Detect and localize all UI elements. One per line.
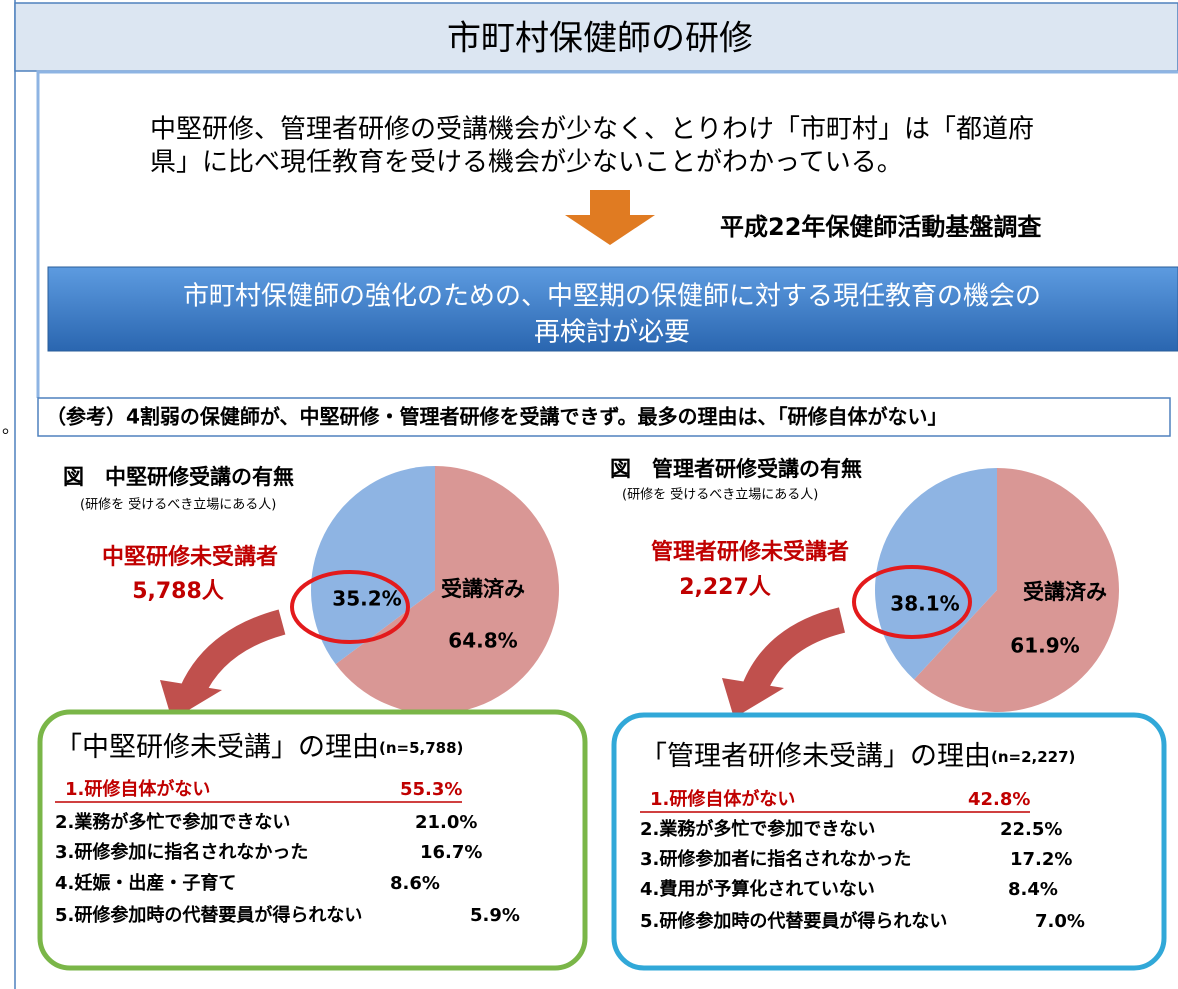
conclusion-line: 再検討が必要	[534, 318, 690, 348]
reason-value: 7.0%	[1035, 911, 1085, 932]
reason-title-text: 「中堅研修未受講」の理由	[55, 732, 379, 763]
summary-line: 県」に比べ現任教育を受ける機会が少ないことがわかっている。	[150, 148, 903, 178]
source: 平成22年保健師活動基盤調査	[720, 213, 1041, 241]
reason-value: 16.7%	[420, 842, 482, 863]
reason-box	[37, 709, 588, 971]
margin-note: 。	[2, 417, 20, 438]
down-arrow	[565, 190, 655, 245]
slide-title: 市町村保健師の研修	[447, 19, 753, 59]
reason-value: 5.9%	[470, 905, 520, 926]
value-label: 64.8%	[448, 629, 517, 653]
chart-subtitle: (研修を 受けるべき立場にある人)	[622, 488, 818, 503]
summary-line: 中堅研修、管理者研修の受講機会が少なく、とりわけ「市町村」は「都道府	[150, 115, 1034, 145]
sample-size: (n=5,788)	[379, 739, 463, 757]
reason-title: 「中堅研修未受講」の理由(n=5,788)	[55, 732, 463, 763]
reason-label: 5.研修参加時の代替要員が得られない	[55, 904, 362, 926]
curved-arrow	[741, 607, 846, 696]
reason-label: 3.研修参加者に指名されなかった	[640, 848, 911, 870]
reference-box	[37, 397, 1171, 437]
annotation: 5,788人	[132, 579, 224, 604]
reason-label: 2.業務が多忙で参加できない	[640, 818, 875, 840]
category-label: 受講済み	[441, 577, 525, 601]
reference: （参考）4割弱の保健師が、中堅研修・管理者研修を受講できず。最多の理由は、「研修…	[46, 405, 948, 429]
reason-value: 8.6%	[390, 873, 440, 894]
annotation: 2,227人	[679, 575, 771, 600]
header-band	[14, 2, 1178, 72]
reason-value: 8.4%	[1008, 879, 1058, 900]
reason-label: 5.研修参加時の代替要員が得られない	[640, 910, 947, 932]
pie-slice	[335, 466, 560, 714]
annotation: 中堅研修未受講者	[102, 544, 278, 570]
reason-label: 3.研修参加に指名されなかった	[55, 841, 308, 863]
conclusion-line: 市町村保健師の強化のための、中堅期の保健師に対する現任教育の機会の	[183, 282, 1041, 312]
value-label: 61.9%	[1010, 634, 1079, 658]
arrow-head	[722, 678, 784, 718]
chart-title: 図 中堅研修受講の有無	[63, 465, 294, 489]
value-label: 35.2%	[332, 587, 401, 611]
annotation: 管理者研修未受講者	[651, 539, 849, 565]
reason-label: 1.研修自体がない	[650, 788, 795, 810]
value-label: 38.1%	[890, 592, 959, 616]
reason-label: 1.研修自体がない	[65, 778, 210, 800]
reason-label: 4.費用が予算化されていない	[640, 878, 875, 900]
reason-title: 「管理者研修未受講」の理由(n=2,227)	[640, 741, 1075, 772]
curved-arrow	[180, 609, 286, 698]
reason-label: 2.業務が多忙で参加できない	[55, 811, 290, 833]
pie-slice	[914, 468, 1119, 712]
reason-title-text: 「管理者研修未受講」の理由	[640, 741, 991, 772]
highlight-ring	[290, 570, 410, 644]
highlight-ring	[852, 565, 972, 639]
conclusion-bar	[47, 266, 1178, 352]
reason-value: 55.3%	[400, 779, 462, 800]
reason-label: 4.妊娠・出産・子育て	[55, 872, 236, 894]
chart-title: 図 管理者研修受講の有無	[610, 457, 862, 481]
category-label: 受講済み	[1023, 580, 1107, 604]
reason-value: 17.2%	[1010, 849, 1072, 870]
reason-value: 21.0%	[415, 812, 477, 833]
pie-slice	[874, 468, 997, 680]
reason-value: 42.8%	[968, 789, 1030, 810]
sample-size: (n=2,227)	[991, 748, 1075, 766]
content-frame	[36, 70, 1178, 398]
pie-slice	[311, 466, 435, 665]
reason-value: 22.5%	[1000, 819, 1062, 840]
reason-box	[611, 712, 1167, 971]
chart-subtitle: (研修を 受けるべき立場にある人)	[80, 498, 276, 513]
